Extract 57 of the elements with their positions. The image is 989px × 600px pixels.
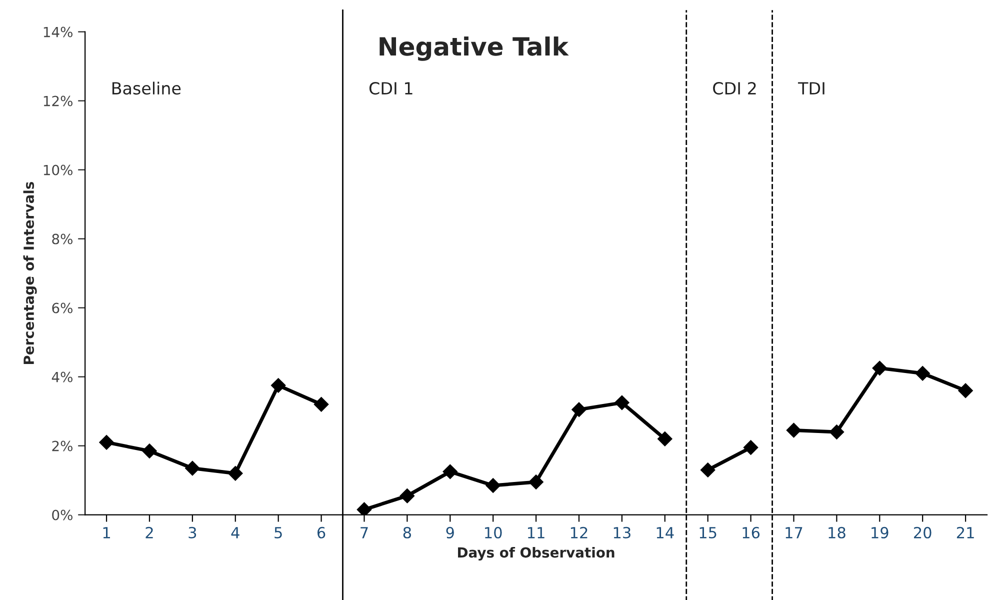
x-tick-label: 18: [828, 526, 846, 538]
x-tick-label: 8: [403, 526, 411, 538]
point: [700, 462, 716, 478]
point: [185, 460, 200, 476]
point: [314, 397, 329, 412]
x-tick-label: 4: [231, 527, 240, 538]
x-tick-label: 15: [700, 527, 716, 538]
point: [572, 402, 586, 417]
y-tick-label: 6%: [52, 302, 72, 314]
x-tick-label: 16: [742, 526, 760, 538]
point: [442, 464, 458, 480]
y-tick-label: 0%: [52, 510, 72, 520]
x-tick-label: 7: [360, 527, 368, 538]
point: [872, 360, 888, 376]
annotation: Baseline: [112, 82, 181, 95]
y-tick-label: 14%: [44, 26, 72, 38]
x-tick-label: 9: [446, 526, 454, 538]
x-tick-label: 1: [103, 527, 110, 538]
x-tick-label: 17: [786, 527, 802, 538]
point: [270, 378, 286, 393]
x-tick-label: 3: [188, 526, 196, 538]
annotation: TDI: [798, 82, 824, 94]
point: [614, 395, 630, 410]
x-tick-label: 6: [317, 526, 326, 538]
point: [915, 366, 930, 381]
point: [528, 474, 544, 490]
x-tick-label: 11: [528, 527, 544, 538]
y-axis-title: Percentage of Intervals: [23, 182, 37, 364]
annotation: CDI 1: [369, 82, 412, 95]
point: [829, 424, 844, 440]
x-tick-label: 14: [656, 527, 674, 538]
point: [228, 466, 243, 481]
x-tick-label: 19: [872, 526, 888, 538]
point: [657, 432, 672, 446]
x-tick-label: 21: [956, 526, 974, 538]
y-tick-label: 8%: [52, 234, 72, 244]
point: [743, 440, 758, 455]
x-tick-label: 13: [614, 526, 630, 538]
point: [99, 434, 114, 450]
y-tick-label: 10%: [44, 164, 72, 176]
y-tick-label: 12%: [44, 96, 72, 106]
point: [958, 383, 973, 398]
x-tick-label: 20: [914, 526, 932, 538]
y-tick-label: 4%: [52, 372, 72, 382]
annotation: CDI 2: [713, 82, 756, 95]
x-tick-label: 10: [485, 526, 502, 538]
y-tick-label: 2%: [52, 440, 72, 452]
point: [400, 488, 415, 504]
x-tick-label: 12: [570, 526, 588, 538]
point: [142, 444, 157, 458]
x-axis-title: Days of Observation: [458, 546, 614, 560]
point: [786, 422, 802, 438]
x-tick-label: 5: [274, 527, 282, 538]
point: [486, 478, 500, 493]
chart-title: Negative Talk: [380, 36, 569, 61]
x-tick-label: 2: [146, 526, 153, 538]
point: [356, 502, 372, 515]
